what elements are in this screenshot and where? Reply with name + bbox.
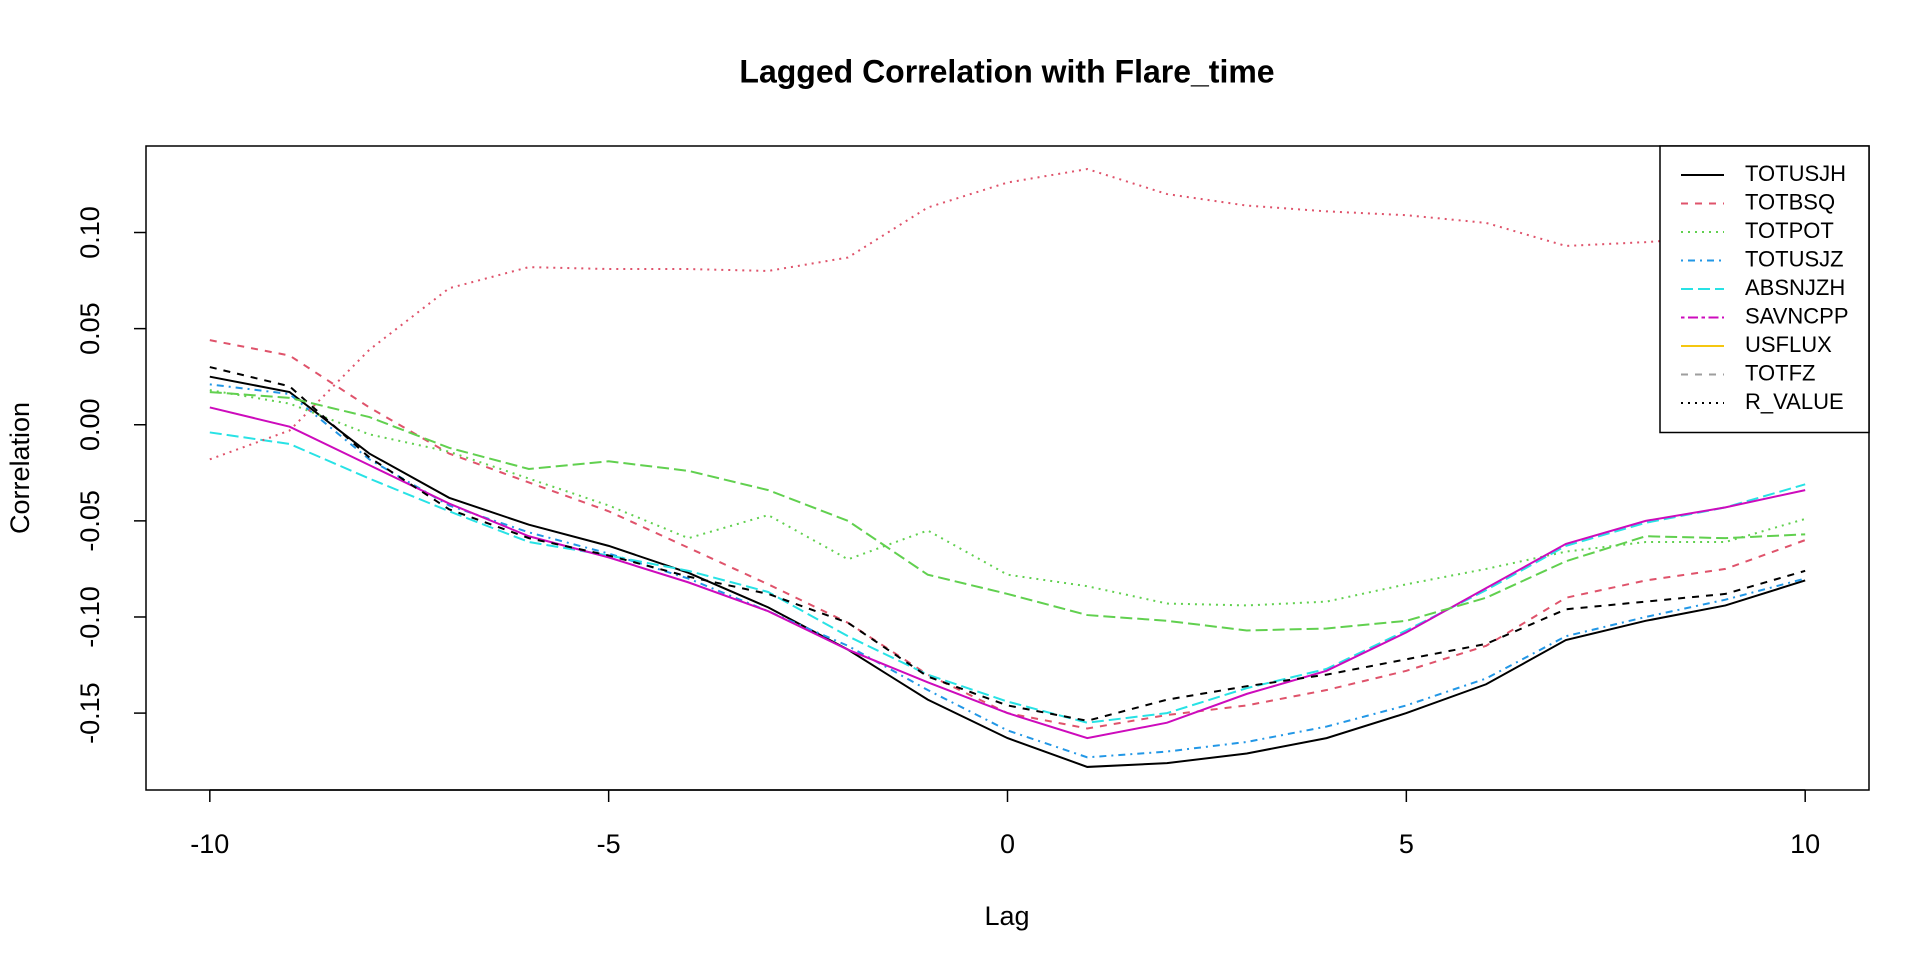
series-line	[209, 383, 1806, 759]
legend-label: TOTUSJH	[1745, 161, 1846, 186]
y-axis-label: Correlation	[5, 402, 35, 534]
y-tick-label: 0.05	[75, 302, 105, 355]
legend-label: USFLUX	[1745, 332, 1832, 357]
y-tick-label: -0.10	[75, 586, 105, 648]
legend-label: R_VALUE	[1745, 389, 1844, 414]
plot-frame	[145, 145, 1870, 791]
series-line	[209, 406, 1806, 740]
series-line	[209, 375, 1806, 768]
legend-label: TOTPOT	[1745, 218, 1834, 243]
series-line	[209, 366, 1806, 722]
series-line	[209, 431, 1806, 724]
chart-title: Lagged Correlation with Flare_time	[739, 53, 1274, 89]
x-tick-label: 5	[1399, 829, 1414, 859]
x-tick-label: -10	[190, 829, 229, 859]
series-line	[209, 391, 1806, 632]
x-axis-label: Lag	[984, 901, 1029, 931]
legend-label: SAVNCPP	[1745, 303, 1849, 328]
legend-label: TOTUSJZ	[1745, 246, 1844, 271]
legend-box	[1659, 145, 1870, 434]
x-tick-label: -5	[597, 829, 621, 859]
y-tick-label: -0.05	[75, 490, 105, 552]
legend-label: ABSNJZH	[1745, 275, 1845, 300]
legend-label: TOTFZ	[1745, 360, 1815, 385]
x-tick-label: 10	[1790, 829, 1820, 859]
y-tick-label: 0.10	[75, 206, 105, 259]
y-tick-label: -0.15	[75, 682, 105, 744]
x-tick-label: 0	[1000, 829, 1015, 859]
y-tick-label: 0.00	[75, 398, 105, 451]
legend-label: TOTBSQ	[1745, 189, 1835, 214]
